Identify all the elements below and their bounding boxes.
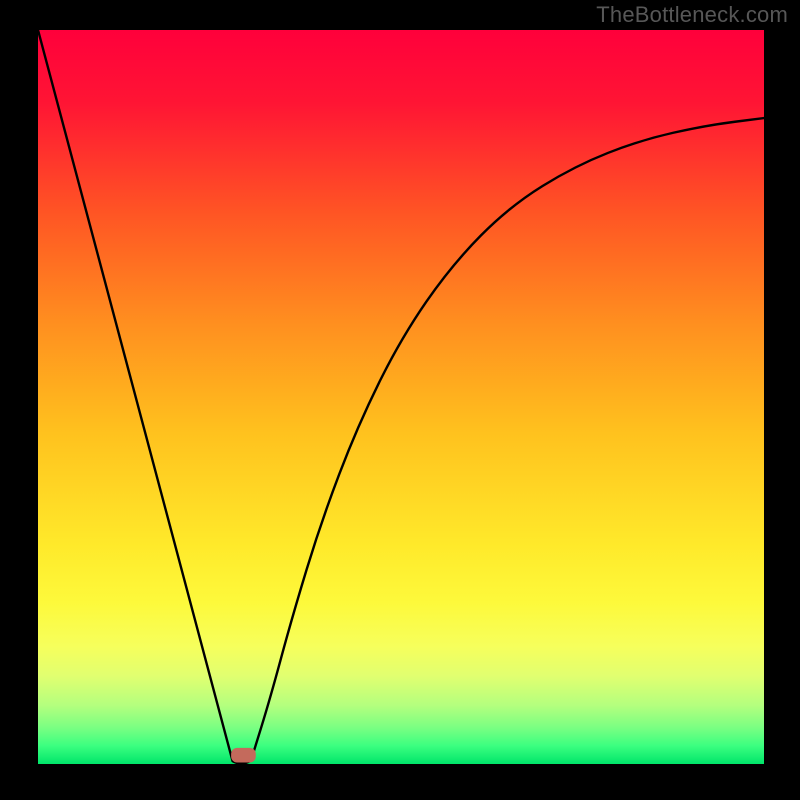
- chart-frame: TheBottleneck.com: [0, 0, 800, 800]
- plot-background: [38, 30, 764, 764]
- watermark-text: TheBottleneck.com: [596, 2, 788, 28]
- notch-marker: [231, 748, 256, 763]
- gradient-plot: [0, 0, 800, 800]
